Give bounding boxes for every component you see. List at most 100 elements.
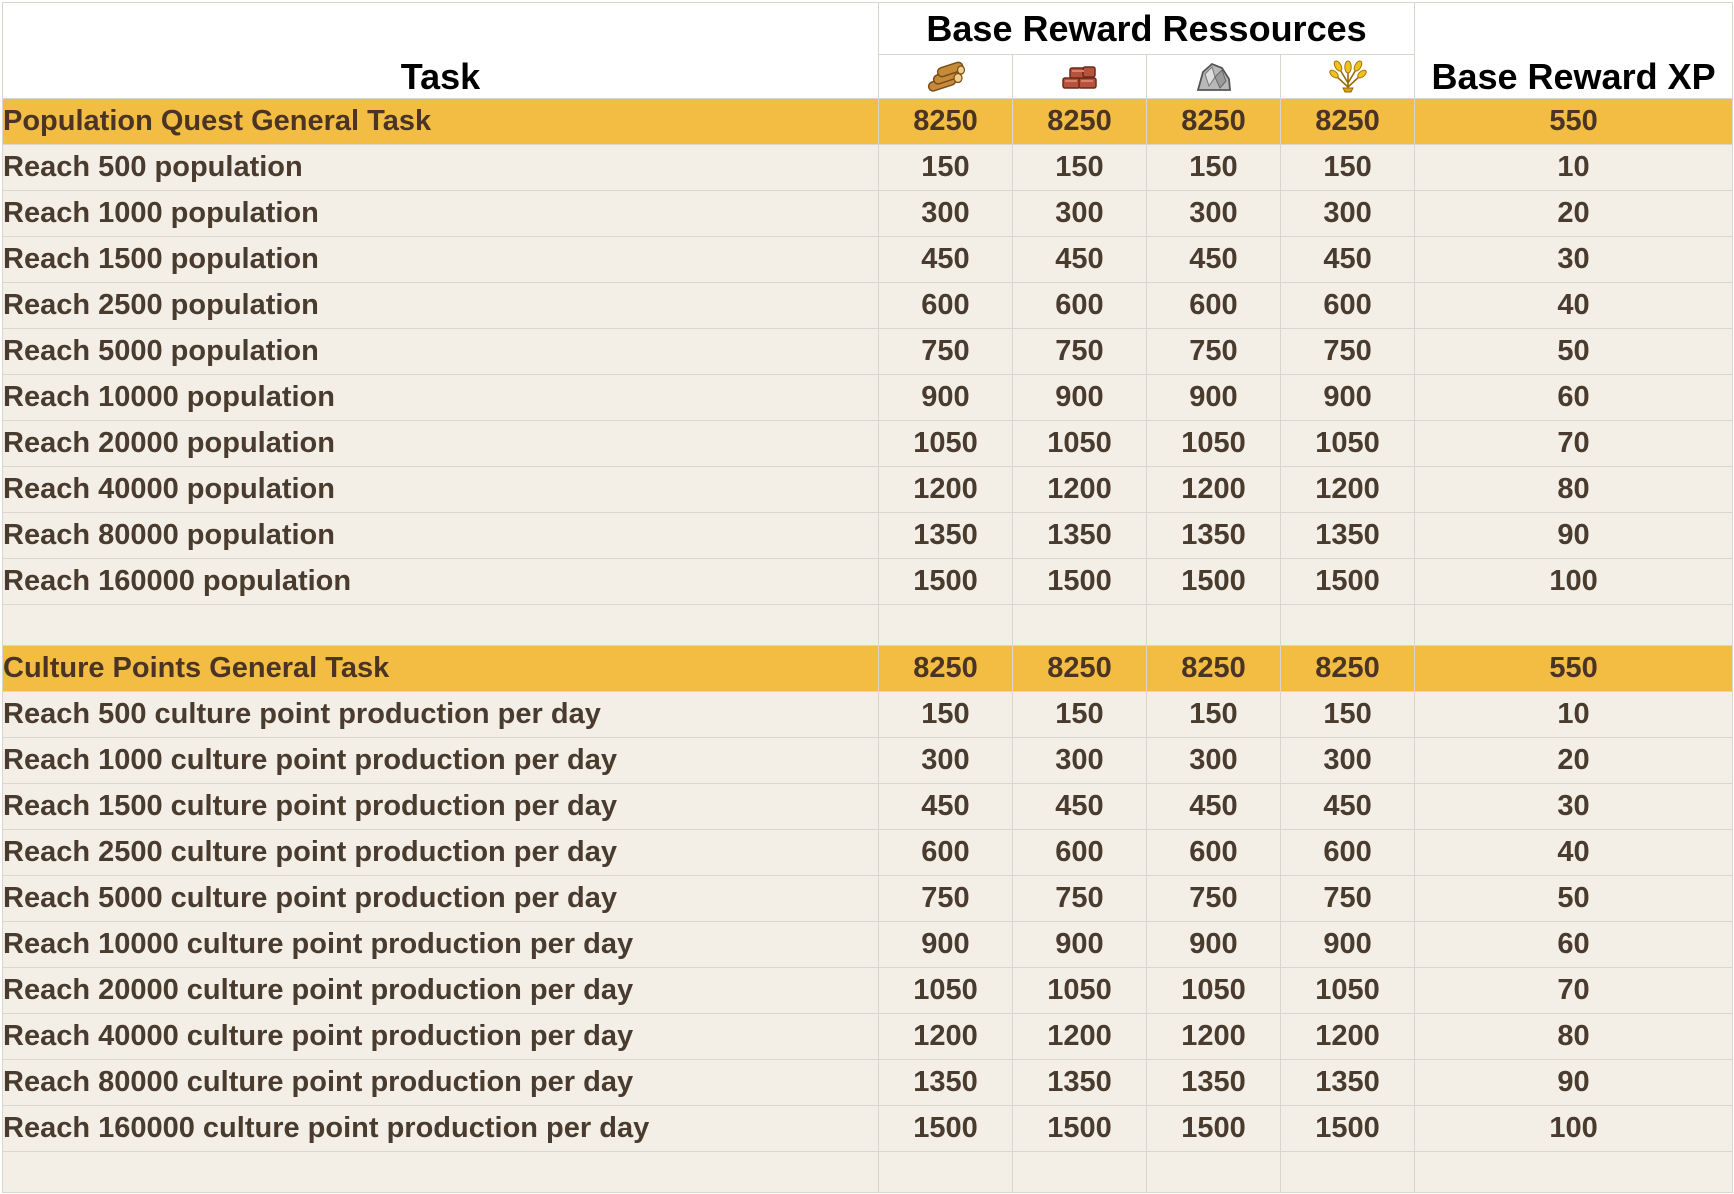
iron-reward-cell: 300: [1146, 190, 1281, 237]
clay-reward-cell: 1050: [1012, 967, 1147, 1014]
empty-cell: [2, 604, 879, 646]
clay-reward-cell: 750: [1012, 875, 1147, 922]
clay-reward-cell: 900: [1012, 374, 1147, 421]
task-cell: Reach 1000 culture point production per …: [2, 737, 879, 784]
table-row: Reach 80000 population 1350 1350 1350 1350 90: [2, 512, 1734, 559]
xp-reward-cell: 100: [1414, 558, 1734, 605]
xp-reward-cell: 10: [1414, 691, 1734, 738]
clay-icon: [1061, 65, 1097, 89]
xp-reward-cell: 50: [1414, 875, 1734, 922]
resources-column-header: Base Reward Ressources: [877, 2, 1416, 55]
iron-reward-cell: 1350: [1146, 1059, 1281, 1106]
wood-icon: [927, 61, 965, 92]
wood-reward-cell: 1500: [878, 1105, 1013, 1152]
clay-reward-cell: 1200: [1012, 1013, 1147, 1060]
clay-reward-cell: 450: [1012, 783, 1147, 830]
clay-reward-cell: 1500: [1012, 558, 1147, 605]
iron-reward-cell: 450: [1146, 783, 1281, 830]
crop-reward-cell: 1050: [1279, 420, 1416, 467]
task-cell: Reach 10000 population: [2, 374, 879, 421]
task-cell: Reach 500 population: [2, 144, 879, 191]
clay-reward-cell: 1050: [1012, 420, 1147, 467]
iron-reward-cell: 750: [1146, 328, 1281, 375]
xp-reward-cell: 60: [1414, 921, 1734, 968]
wood-reward-cell: 750: [878, 875, 1013, 922]
clay-reward-cell: 1500: [1012, 1105, 1147, 1152]
iron-reward-cell: 1050: [1146, 967, 1281, 1014]
empty-cell: [1146, 1151, 1281, 1193]
table-row: Reach 2500 culture point production per …: [2, 829, 1734, 876]
wood-reward-cell: 1050: [878, 420, 1013, 467]
table-row: Reach 500 population 150 150 150 150 10: [2, 144, 1734, 191]
section-total-wood: 8250: [878, 645, 1013, 692]
task-cell: Reach 160000 culture point production pe…: [2, 1105, 879, 1152]
iron-reward-cell: 900: [1146, 921, 1281, 968]
task-cell: Reach 20000 population: [2, 420, 879, 467]
iron-reward-cell: 600: [1146, 829, 1281, 876]
table-row: Reach 20000 population 1050 1050 1050 1050 70: [2, 420, 1734, 467]
table-row: Reach 500 culture point production per d…: [2, 691, 1734, 738]
xp-reward-cell: 60: [1414, 374, 1734, 421]
section-total-xp: 550: [1414, 98, 1734, 145]
clay-reward-cell: 900: [1012, 921, 1147, 968]
iron-reward-cell: 750: [1146, 875, 1281, 922]
task-cell: Reach 10000 culture point production per…: [2, 921, 879, 968]
iron-reward-cell: 1050: [1146, 420, 1281, 467]
clay-reward-cell: 600: [1012, 829, 1147, 876]
xp-reward-cell: 70: [1414, 967, 1734, 1014]
xp-reward-cell: 20: [1414, 190, 1734, 237]
crop-reward-cell: 150: [1279, 691, 1416, 738]
clay-reward-cell: 150: [1012, 691, 1147, 738]
task-cell: Reach 1500 culture point production per …: [2, 783, 879, 830]
table-row: Reach 5000 culture point production per …: [2, 875, 1734, 922]
crop-reward-cell: 1050: [1279, 967, 1416, 1014]
iron-reward-cell: 300: [1146, 737, 1281, 784]
table-row: Reach 1500 culture point production per …: [2, 783, 1734, 830]
xp-reward-cell: 90: [1414, 512, 1734, 559]
wood-reward-cell: 450: [878, 236, 1013, 283]
wood-reward-cell: 150: [878, 144, 1013, 191]
xp-column-header: Base Reward XP: [1414, 2, 1734, 99]
wood-reward-cell: 900: [878, 921, 1013, 968]
iron-reward-cell: 1200: [1146, 466, 1281, 513]
xp-reward-cell: 90: [1414, 1059, 1734, 1106]
task-cell: Reach 160000 population: [2, 558, 879, 605]
crop-reward-cell: 1350: [1279, 1059, 1416, 1106]
wood-reward-cell: 1500: [878, 558, 1013, 605]
wood-reward-cell: 750: [878, 328, 1013, 375]
task-cell: Reach 1000 population: [2, 190, 879, 237]
iron-reward-cell: 1500: [1146, 1105, 1281, 1152]
xp-reward-cell: 100: [1414, 1105, 1734, 1152]
table-row: Reach 160000 population 1500 1500 1500 1500 1…: [2, 558, 1734, 605]
iron-reward-cell: 1350: [1146, 512, 1281, 559]
clay-reward-cell: 450: [1012, 236, 1147, 283]
section-total-wood: 8250: [878, 98, 1013, 145]
crop-reward-cell: 1500: [1279, 1105, 1416, 1152]
task-cell: Reach 2500 population: [2, 282, 879, 329]
xp-reward-cell: 80: [1414, 1013, 1734, 1060]
crop-reward-cell: 600: [1279, 282, 1416, 329]
wood-reward-cell: 450: [878, 783, 1013, 830]
iron-reward-cell: 450: [1146, 236, 1281, 283]
empty-cell: [1414, 604, 1734, 646]
wood-reward-cell: 1050: [878, 967, 1013, 1014]
task-cell: Reach 80000 culture point production per…: [2, 1059, 879, 1106]
empty-cell: [1012, 604, 1147, 646]
section-title: Population Quest General Task: [2, 98, 879, 145]
crop-icon: [1328, 60, 1367, 92]
section-total-xp: 550: [1414, 645, 1734, 692]
iron-reward-cell: 150: [1146, 691, 1281, 738]
wood-reward-cell: 150: [878, 691, 1013, 738]
crop-reward-cell: 450: [1279, 783, 1416, 830]
crop-reward-cell: 1500: [1279, 558, 1416, 605]
crop-reward-cell: 150: [1279, 144, 1416, 191]
crop-reward-cell: 750: [1279, 328, 1416, 375]
crop-reward-cell: 1200: [1279, 1013, 1416, 1060]
task-cell: Reach 40000 culture point production per…: [2, 1013, 879, 1060]
xp-reward-cell: 10: [1414, 144, 1734, 191]
clay-reward-cell: 600: [1012, 282, 1147, 329]
xp-reward-cell: 70: [1414, 420, 1734, 467]
empty-cell: [1279, 1151, 1416, 1193]
iron-reward-cell: 600: [1146, 282, 1281, 329]
